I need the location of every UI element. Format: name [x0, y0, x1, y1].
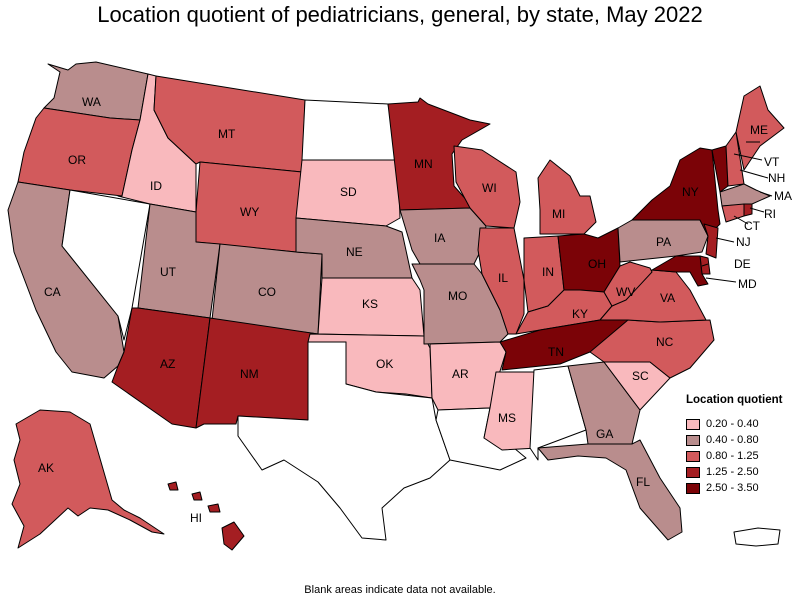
legend-item: 0.80 - 1.25 — [686, 448, 796, 464]
label-nc: NC — [656, 335, 674, 349]
label-wv: WV — [616, 285, 635, 299]
label-ga: GA — [596, 427, 613, 441]
legend-label: 2.50 - 3.50 — [706, 482, 759, 494]
state-or[interactable] — [17, 107, 141, 197]
state-labels: WA OR CA ID MT WY UT CO AZ NM SD NE KS O… — [38, 95, 792, 525]
label-ut: UT — [160, 265, 177, 279]
label-oh: OH — [588, 257, 606, 271]
state-md[interactable] — [651, 255, 709, 287]
label-tn: TN — [548, 345, 564, 359]
label-ny: NY — [682, 185, 699, 199]
label-wa: WA — [82, 95, 101, 109]
label-co: CO — [258, 285, 276, 299]
legend-swatch — [686, 466, 700, 478]
label-ky: KY — [572, 307, 588, 321]
label-ma: MA — [774, 189, 792, 203]
state-ma[interactable] — [719, 183, 771, 207]
label-sd: SD — [340, 185, 357, 199]
state-fl[interactable] — [537, 439, 683, 541]
label-mn: MN — [414, 157, 433, 171]
legend-swatch — [686, 482, 700, 494]
label-ca: CA — [44, 285, 61, 299]
hawaii-island-2 — [191, 491, 203, 501]
label-ar: AR — [452, 367, 469, 381]
legend-label: 1.25 - 2.50 — [706, 466, 759, 478]
label-in: IN — [542, 265, 554, 279]
legend-label: 0.80 - 1.25 — [706, 450, 759, 462]
state-co[interactable] — [211, 243, 323, 335]
label-mo: MO — [448, 289, 467, 303]
label-wy: WY — [240, 205, 259, 219]
hawaii-island-3 — [207, 503, 221, 513]
label-sc: SC — [632, 369, 649, 383]
legend-item: 0.20 - 0.40 — [686, 416, 796, 432]
label-ne: NE — [346, 245, 363, 259]
state-nj[interactable] — [703, 223, 719, 259]
legend-label: 0.20 - 0.40 — [706, 418, 759, 430]
leader-lines — [701, 141, 773, 283]
legend-item: 2.50 - 3.50 — [686, 480, 796, 496]
label-mt: MT — [218, 127, 236, 141]
legend-swatch — [686, 434, 700, 446]
legend-items: 0.20 - 0.40 0.40 - 0.80 0.80 - 1.25 1.25… — [686, 416, 796, 496]
label-ks: KS — [362, 297, 378, 311]
label-mi: MI — [552, 207, 565, 221]
label-me: ME — [750, 123, 768, 137]
label-nm: NM — [240, 367, 259, 381]
label-ok: OK — [376, 357, 393, 371]
label-pa: PA — [656, 235, 671, 249]
label-or: OR — [68, 153, 86, 167]
state-mi[interactable] — [537, 159, 597, 235]
state-pr[interactable] — [733, 527, 781, 547]
label-md: MD — [738, 277, 757, 291]
state-me[interactable] — [735, 85, 785, 171]
state-il[interactable] — [477, 227, 525, 335]
label-il: IL — [498, 271, 508, 285]
label-ri: RI — [764, 207, 776, 221]
label-az: AZ — [160, 357, 175, 371]
state-tx[interactable] — [237, 341, 451, 541]
label-fl: FL — [636, 475, 650, 489]
state-hi[interactable] — [221, 521, 245, 551]
label-ms: MS — [498, 411, 516, 425]
state-ri[interactable] — [743, 203, 753, 217]
legend-item: 1.25 - 2.50 — [686, 464, 796, 480]
hawaii-island-1 — [167, 481, 179, 491]
map-title: Location quotient of pediatricians, gene… — [97, 2, 703, 27]
state-ak[interactable] — [11, 409, 165, 549]
footnote: Blank areas indicate data not available. — [304, 584, 496, 596]
legend-swatch — [686, 418, 700, 430]
legend-item: 0.40 - 0.80 — [686, 432, 796, 448]
label-vt: VT — [764, 155, 780, 169]
label-ia: IA — [434, 231, 445, 245]
state-sd[interactable] — [295, 159, 401, 227]
legend-title: Location quotient — [686, 394, 783, 406]
state-nd[interactable] — [301, 99, 399, 161]
state-id[interactable] — [117, 73, 197, 213]
state-ks[interactable] — [317, 277, 425, 337]
label-ak: AK — [38, 461, 54, 475]
label-nj: NJ — [736, 235, 751, 249]
label-de: DE — [734, 257, 751, 271]
label-id: ID — [150, 179, 162, 193]
legend: Location quotient 0.20 - 0.40 0.40 - 0.8… — [686, 394, 796, 496]
state-mo[interactable] — [411, 263, 509, 345]
label-nh: NH — [768, 171, 785, 185]
label-hi: HI — [190, 511, 202, 525]
legend-label: 0.40 - 0.80 — [706, 434, 759, 446]
label-ct: CT — [744, 219, 761, 233]
state-wv[interactable] — [603, 261, 653, 307]
label-wi: WI — [482, 181, 497, 195]
legend-swatch — [686, 450, 700, 462]
label-va: VA — [660, 291, 675, 305]
